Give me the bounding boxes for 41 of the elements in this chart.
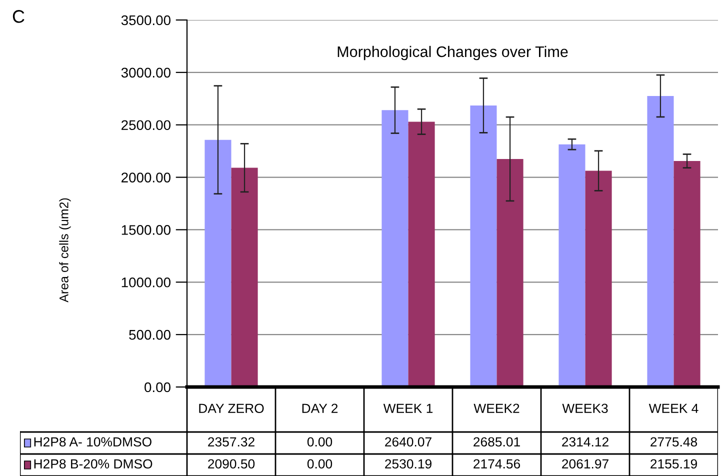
x-tick-label: WEEK 1 xyxy=(383,404,433,413)
bar xyxy=(470,105,497,387)
bar xyxy=(204,140,232,387)
x-tick-label: WEEK 4 xyxy=(648,404,698,413)
data-label: 2314.12 xyxy=(562,437,608,447)
text: Morphological Changes over Time xyxy=(338,46,568,60)
y-tick-label: 1500.00 xyxy=(122,225,170,235)
x-tick-label: WEEK2 xyxy=(474,404,520,413)
y-tick-label: 2500.00 xyxy=(122,120,170,130)
x-tick-label: WEEK3 xyxy=(562,404,608,414)
x-tick-label: DAY 2 xyxy=(302,404,338,413)
data-label: 2357.32 xyxy=(208,437,254,447)
bar xyxy=(647,96,674,387)
bar xyxy=(408,122,435,387)
data-label: 2775.48 xyxy=(650,437,698,447)
data-label: 2155.19 xyxy=(650,459,697,469)
bar xyxy=(231,168,258,387)
data-label: 2640.07 xyxy=(385,437,432,447)
bar xyxy=(585,170,612,387)
y-tick-label: 0.00 xyxy=(144,382,170,392)
y-tick-label: 3500.00 xyxy=(121,15,170,26)
y-tick-label: 2000.00 xyxy=(122,172,170,182)
x-tick-label: DAY ZERO xyxy=(199,404,264,414)
data-label: 2061.97 xyxy=(562,459,608,469)
data-label: 0.00 xyxy=(307,459,332,469)
bar xyxy=(674,161,700,387)
text: C xyxy=(12,10,24,23)
data-label: 2530.19 xyxy=(385,459,432,469)
bar xyxy=(558,144,586,387)
y-tick-label: 1000.00 xyxy=(122,277,170,288)
legend-label: H2P8 A- 10%DMSO xyxy=(34,437,152,447)
legend-label: H2P8 B-20% DMSO xyxy=(34,459,152,469)
data-label: 2090.50 xyxy=(208,459,255,469)
bar xyxy=(496,158,524,387)
data-label: 2685.01 xyxy=(474,437,520,447)
data-label: 0.00 xyxy=(307,437,332,447)
data-label: 2174.56 xyxy=(474,459,520,469)
y-axis-title: Area of cells (um2) xyxy=(59,198,71,302)
y-tick-label: 500.00 xyxy=(129,330,170,340)
y-tick-label: 3000.00 xyxy=(121,68,170,78)
bar xyxy=(382,110,408,387)
